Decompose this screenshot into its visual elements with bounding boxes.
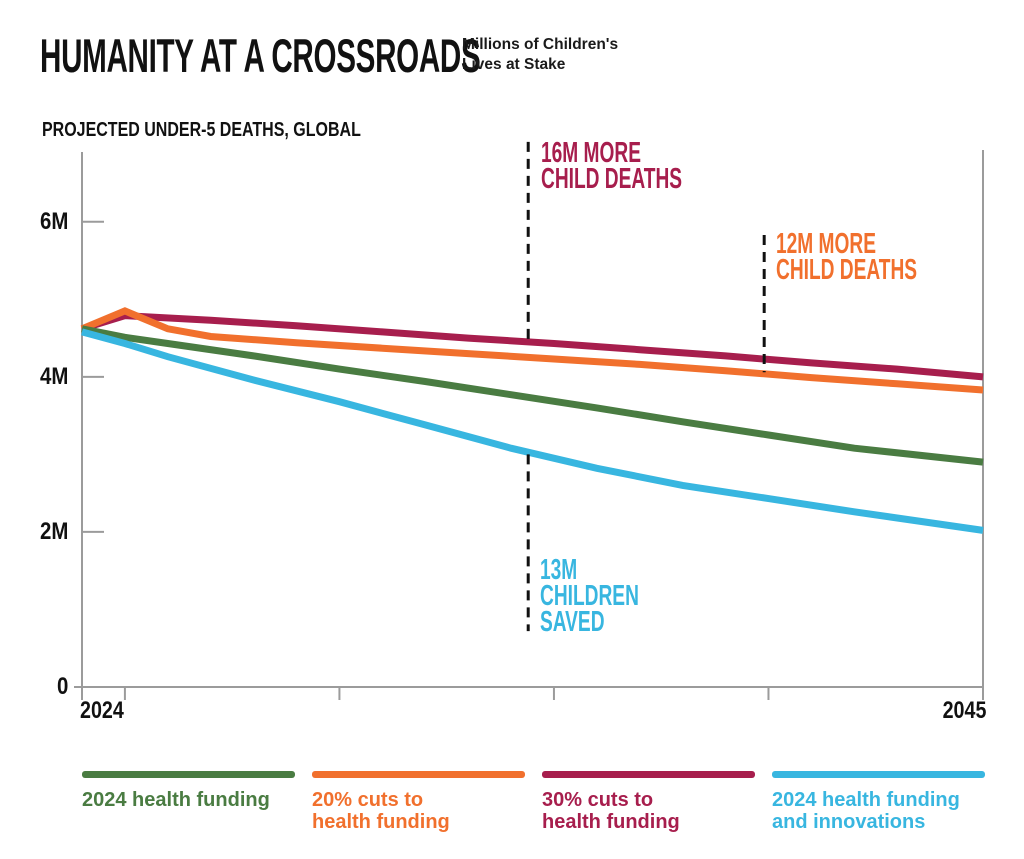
y-tick-label-2m: 2M (39, 518, 68, 545)
x-tick-label-2045: 2045 (942, 697, 986, 724)
legend-swatch-orange (312, 771, 525, 778)
legend-swatch-green (82, 771, 295, 778)
legend-label: 2024 health funding and innovations (772, 789, 960, 833)
legend-label: 2024 health funding (82, 789, 270, 811)
annotation-16m-more-child-deaths: 16M MORE CHILD DEATHS (541, 137, 683, 195)
legend-item-20pct-cuts: 20% cuts to health funding (312, 771, 525, 833)
legend-swatch-crimson (542, 771, 755, 778)
page-subtitle: Millions of Children's Lives at Stake (462, 35, 618, 76)
legend-item-2024-health-funding: 2024 health funding (82, 771, 295, 833)
page-title-text: HUMANITY AT A CROSSROADS (40, 29, 481, 82)
legend-item-funding-and-innovations: 2024 health funding and innovations (772, 771, 985, 833)
chart-title: PROJECTED UNDER-5 DEATHS, GLOBAL (42, 119, 361, 141)
page-title: HUMANITY AT A CROSSROADS (40, 28, 739, 83)
legend-item-30pct-cuts: 30% cuts to health funding (542, 771, 755, 833)
legend-swatch-cyan (772, 771, 985, 778)
annotation-12m-more-child-deaths: 12M MORE CHILD DEATHS (776, 228, 918, 286)
legend-label: 20% cuts to health funding (312, 789, 450, 833)
x-tick-label-2024: 2024 (80, 697, 124, 724)
annotation-13m-children-saved: 13M CHILDREN SAVED (540, 554, 639, 638)
y-tick-label-0: 0 (56, 673, 68, 700)
legend-label: 30% cuts to health funding (542, 789, 680, 833)
y-tick-label-6m: 6M (39, 208, 68, 235)
subtitle-line-1: Millions of Children's (462, 36, 619, 53)
y-tick-label-4m: 4M (39, 363, 68, 390)
legend: 2024 health funding 20% cuts to health f… (82, 771, 985, 833)
subtitle-line-2: Lives at Stake (462, 56, 566, 74)
